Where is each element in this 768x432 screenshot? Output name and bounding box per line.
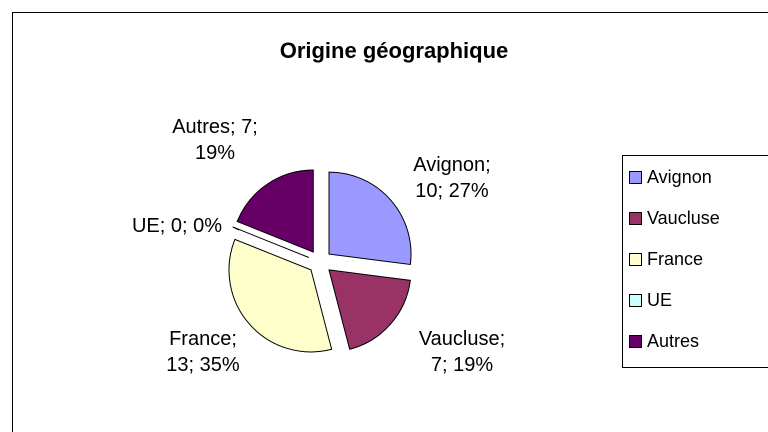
chart-title: Origine géographique xyxy=(280,38,509,63)
data-label: UE; 0; 0% xyxy=(131,215,223,237)
data-label: Vaucluse; 7; 19% xyxy=(418,328,506,376)
data-label: Autres; 7; 19% xyxy=(172,116,258,164)
legend-label: Vaucluse xyxy=(647,208,720,228)
legend-swatch xyxy=(629,253,642,266)
pie-slice xyxy=(228,238,333,353)
legend-label: Avignon xyxy=(647,167,712,187)
pie-slice xyxy=(328,171,412,266)
legend-box xyxy=(622,155,768,368)
pie-slice xyxy=(328,269,411,350)
legend-label: France xyxy=(647,249,703,269)
legend-swatch xyxy=(629,212,642,225)
data-label: France; 13; 35% xyxy=(166,328,240,376)
legend-swatch xyxy=(629,171,642,184)
legend-label: UE xyxy=(647,290,672,310)
legend-swatch xyxy=(629,294,642,307)
pie-slice xyxy=(236,169,314,253)
data-label: Avignon; 10; 27% xyxy=(413,154,491,202)
leader-line xyxy=(232,226,240,231)
legend-label: Autres xyxy=(647,331,699,351)
legend-swatch xyxy=(629,335,642,348)
